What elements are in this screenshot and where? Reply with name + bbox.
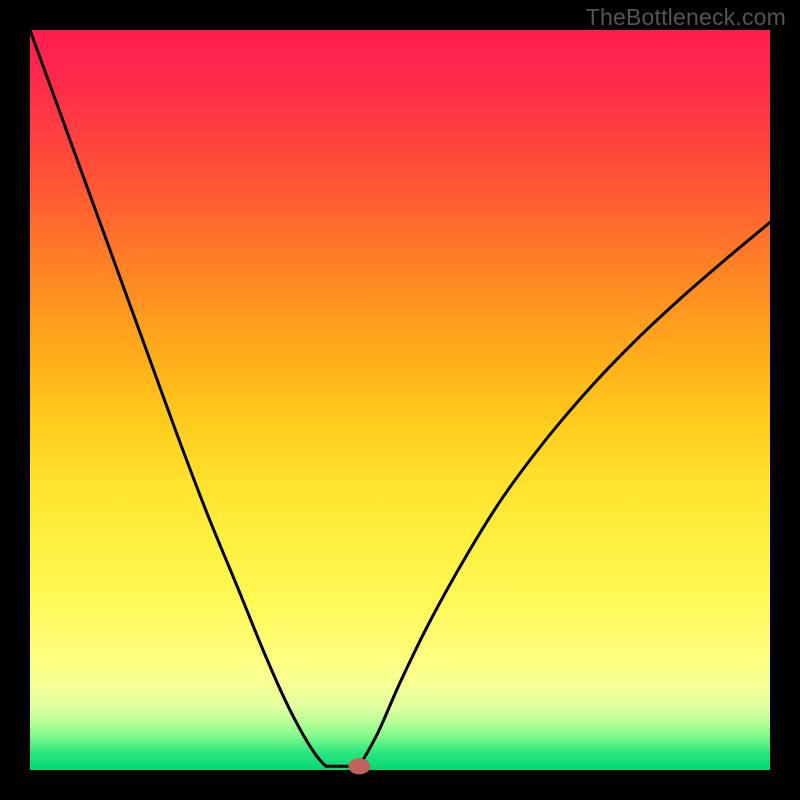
optimal-balance-marker [348, 758, 370, 774]
watermark-text: TheBottleneck.com [586, 4, 786, 31]
bottleneck-chart [0, 0, 800, 800]
chart-plot-area [30, 30, 770, 770]
